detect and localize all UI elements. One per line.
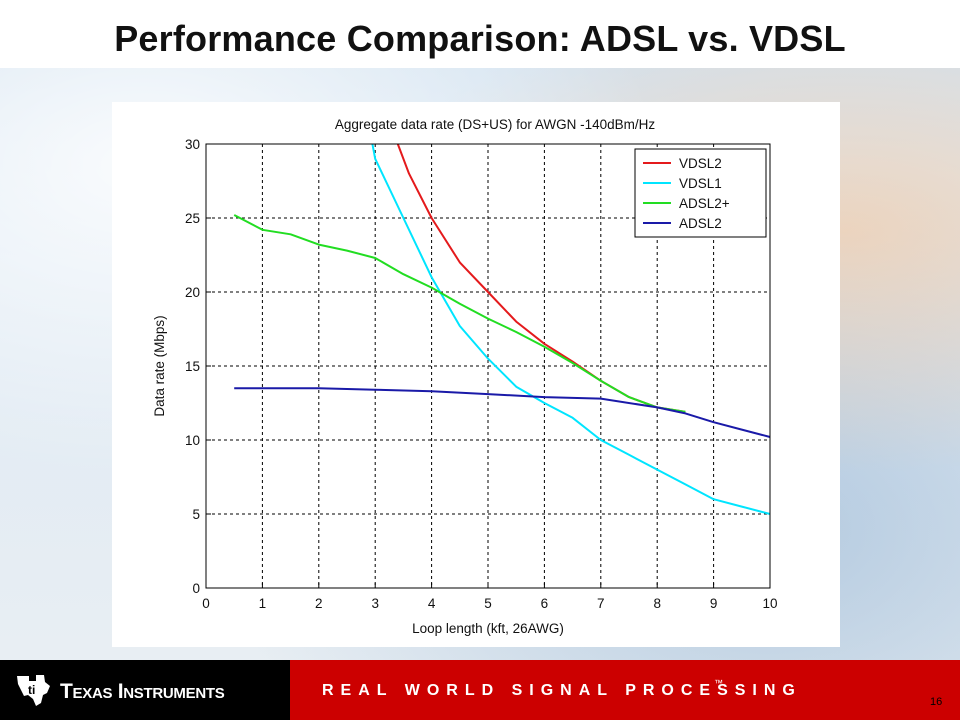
- legend-label: ADSL2: [679, 216, 722, 231]
- chart: Aggregate data rate (DS+US) for AWGN -14…: [152, 117, 778, 636]
- chart-title: Aggregate data rate (DS+US) for AWGN -14…: [335, 117, 656, 132]
- page-number: 16: [930, 696, 943, 708]
- x-tick-label: 7: [597, 596, 605, 611]
- series-line-vdsl1: [371, 143, 771, 515]
- series-line-adsl2: [234, 387, 771, 438]
- texas-instruments-logo-icon: ti: [17, 675, 50, 706]
- slide-title: Performance Comparison: ADSL vs. VDSL: [114, 18, 846, 59]
- x-tick-label: 0: [202, 596, 210, 611]
- x-tick-label: 5: [484, 596, 492, 611]
- y-tick-label: 0: [192, 581, 200, 596]
- legend-label: VDSL1: [679, 176, 722, 191]
- x-axis-label: Loop length (kft, 26AWG): [412, 621, 564, 636]
- y-tick-label: 30: [185, 137, 200, 152]
- logo-wordmark: TEXAS INSTRUMENTS: [60, 680, 225, 703]
- legend-label: ADSL2+: [679, 196, 730, 211]
- series-lines: [233, 143, 771, 515]
- x-tick-label: 10: [762, 596, 777, 611]
- x-tick-label: 1: [259, 596, 267, 611]
- x-tick-label: 8: [653, 596, 661, 611]
- axis-ticks: 0 1 2 3 4 5 6 7 8 9 10 0 5 10 15 20 25 30: [185, 137, 778, 611]
- title-bar: Performance Comparison: ADSL vs. VDSL: [0, 0, 960, 68]
- x-tick-label: 9: [710, 596, 718, 611]
- legend: VDSL2 VDSL1 ADSL2+ ADSL2: [634, 148, 767, 238]
- y-tick-label: 20: [185, 285, 200, 300]
- tagline-trademark: ™: [714, 678, 723, 688]
- series-line-adsl2: [233, 214, 686, 413]
- legend-label: VDSL2: [679, 156, 722, 171]
- x-tick-label: 6: [541, 596, 549, 611]
- x-tick-label: 4: [428, 596, 436, 611]
- y-tick-label: 25: [185, 211, 200, 226]
- y-axis-label: Data rate (Mbps): [152, 315, 167, 416]
- svg-text:ti: ti: [28, 683, 35, 697]
- x-tick-label: 3: [371, 596, 379, 611]
- footer-band: ti TEXAS INSTRUMENTS REAL WORLD SIGNAL P…: [0, 660, 960, 720]
- y-tick-label: 15: [185, 359, 200, 374]
- y-tick-label: 5: [192, 507, 200, 522]
- footer-logo-block: ti TEXAS INSTRUMENTS: [0, 660, 290, 720]
- tagline: REAL WORLD SIGNAL PROCESSING: [322, 682, 802, 699]
- x-tick-label: 2: [315, 596, 323, 611]
- chart-panel: Aggregate data rate (DS+US) for AWGN -14…: [112, 102, 840, 647]
- y-tick-label: 10: [185, 433, 200, 448]
